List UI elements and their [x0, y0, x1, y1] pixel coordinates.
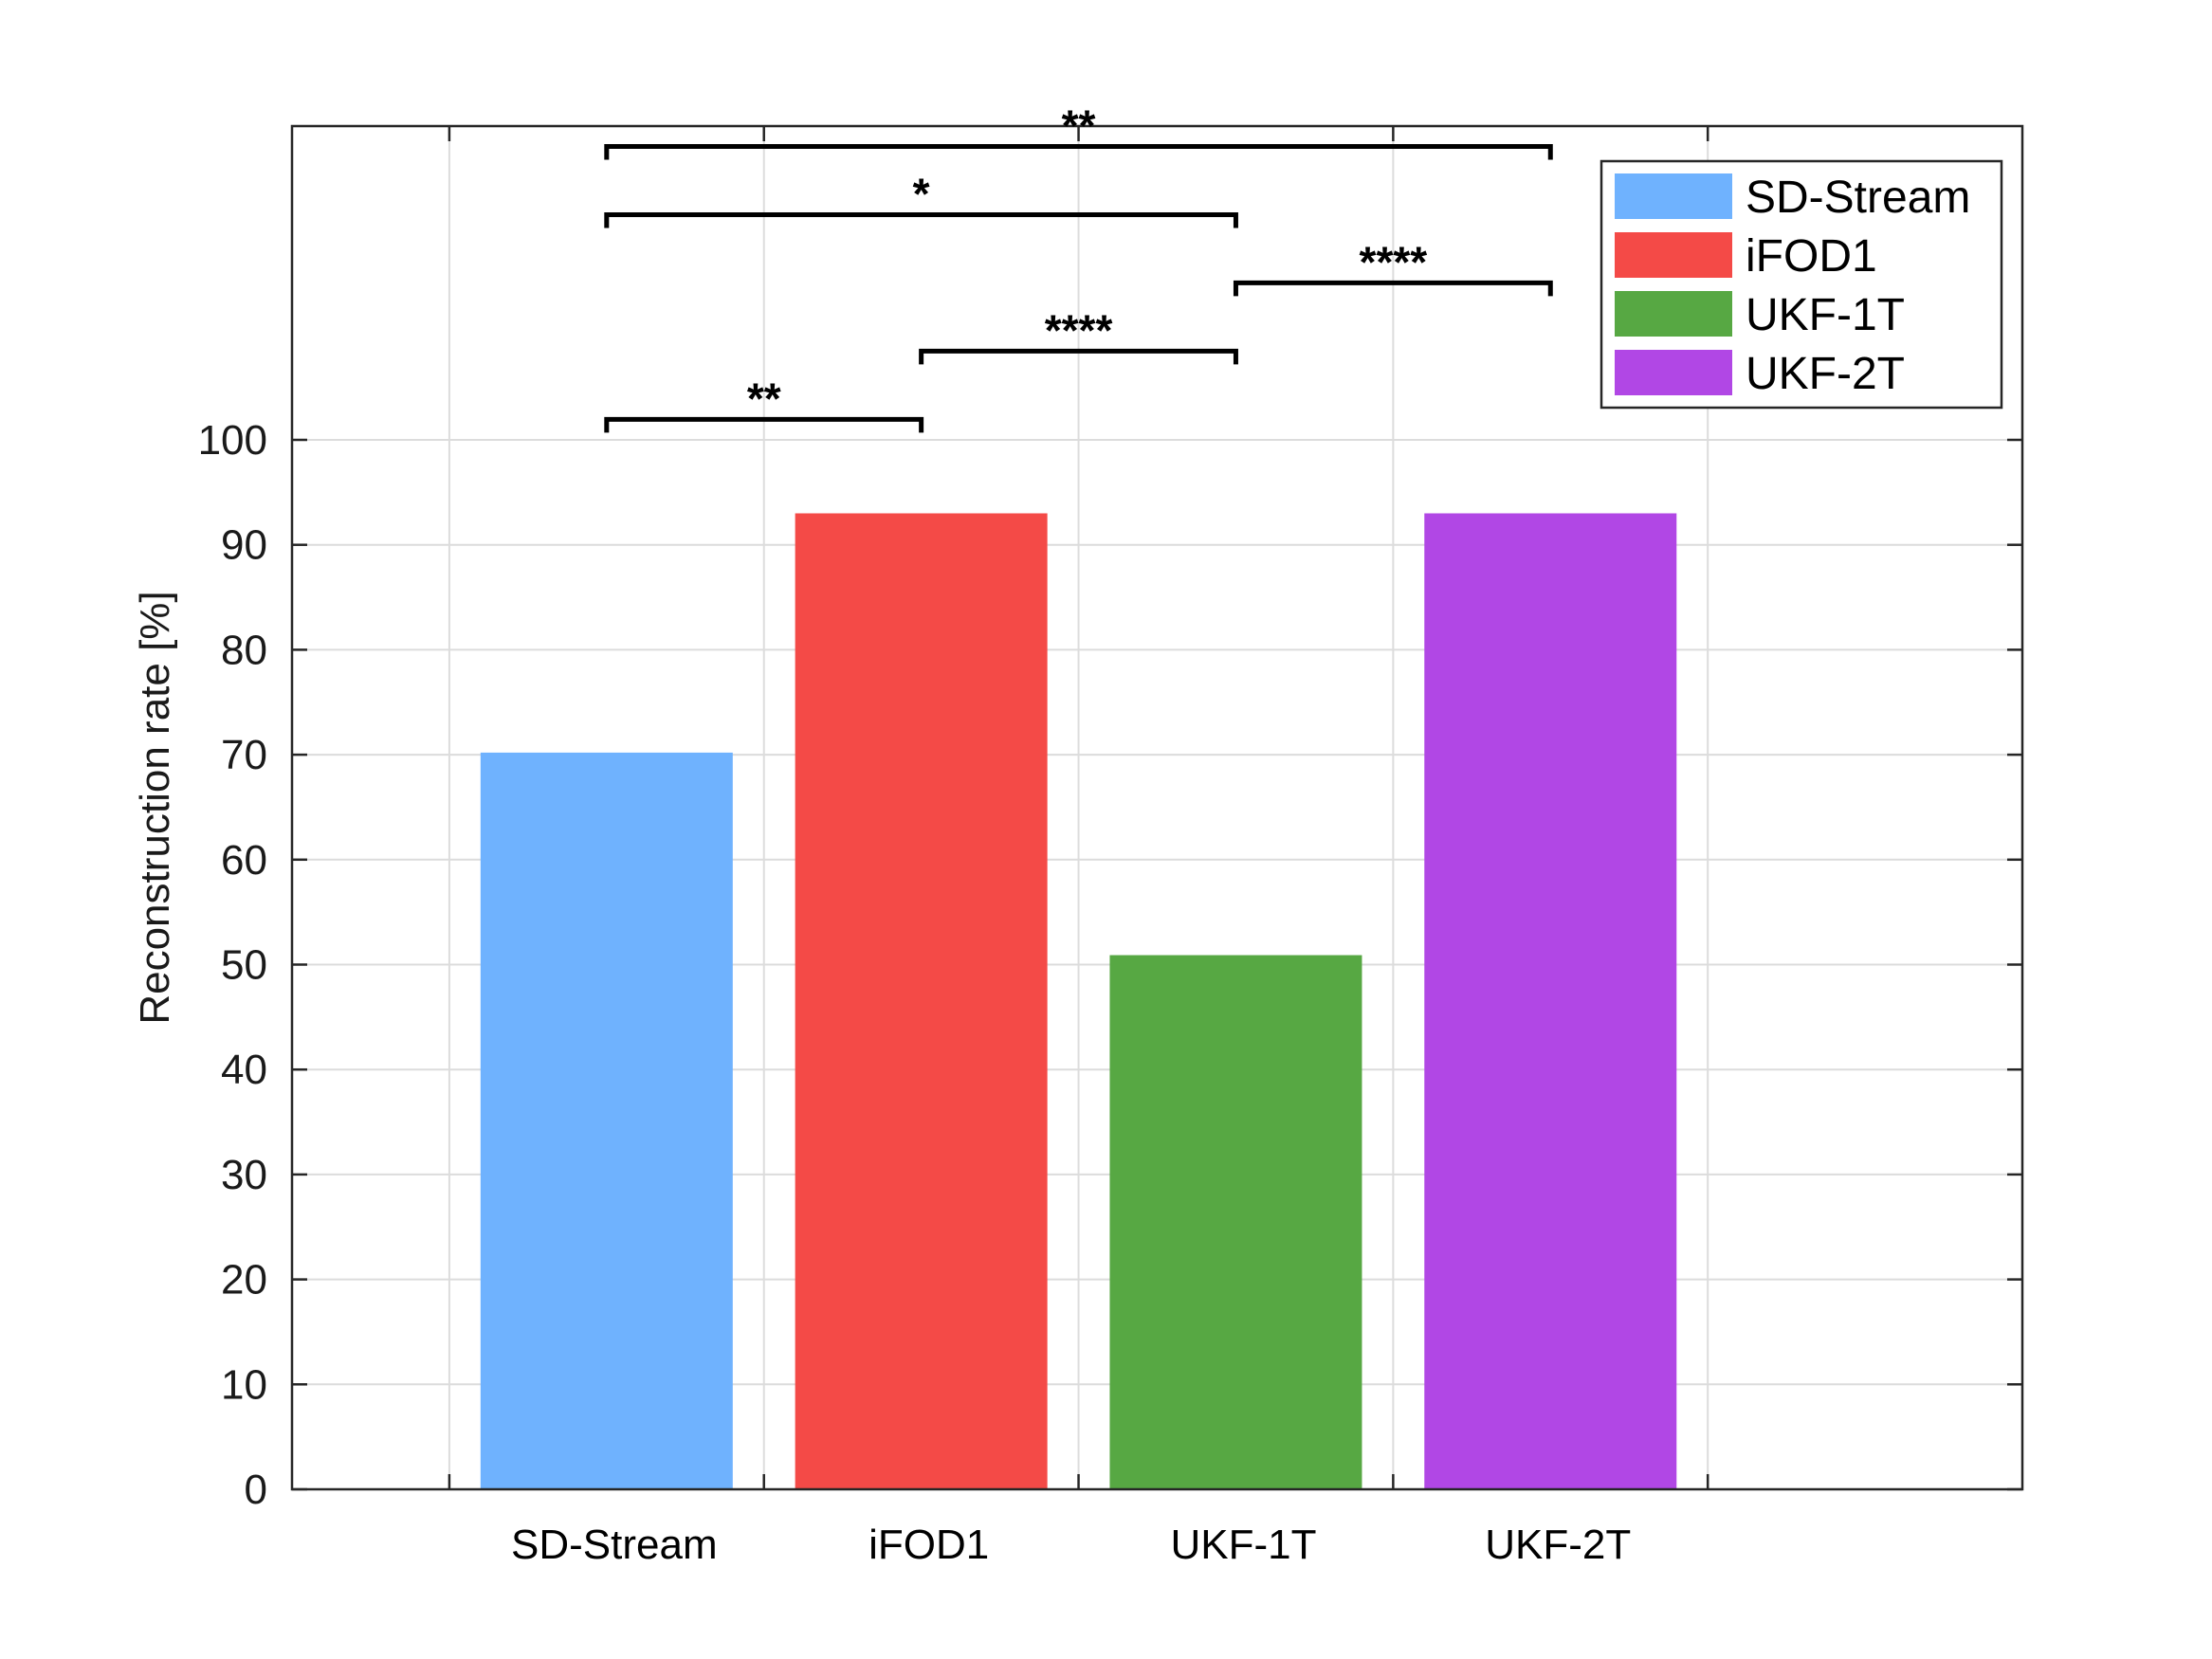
y-tick-label: 10	[221, 1361, 267, 1408]
significance-brackets: *************	[604, 101, 1553, 433]
legend-swatch	[1615, 291, 1732, 337]
significance-bracket	[1233, 280, 1553, 297]
significance-bracket	[604, 416, 924, 433]
legend-swatch	[1615, 173, 1732, 219]
significance-bracket	[919, 348, 1238, 365]
y-tick-label: 70	[221, 732, 267, 778]
axis-ticks: 0 10 20 30 40 50 60 70 80 90 100 SD-Stream iFOD1 UKF-…	[198, 126, 2022, 1568]
legend-label: iFOD1	[1746, 231, 1877, 282]
legend: SD-Stream iFOD1 UKF-1T UKF-2T	[1600, 159, 2003, 410]
y-tick-label: 90	[221, 522, 267, 569]
y-tick-label: 100	[198, 417, 267, 464]
legend-swatch	[1615, 350, 1732, 395]
legend-swatch	[1615, 232, 1732, 278]
y-tick-label: 0	[245, 1467, 267, 1513]
x-tick-label: UKF-1T	[1170, 1522, 1316, 1568]
y-tick-label: 20	[221, 1257, 267, 1304]
legend-label: UKF-2T	[1746, 349, 1905, 399]
legend-label: SD-Stream	[1746, 173, 1970, 223]
y-tick-label: 60	[221, 837, 267, 884]
y-tick-label: 80	[221, 627, 267, 673]
y-tick-label: 50	[221, 942, 267, 989]
bar-ukf-1t	[1109, 955, 1362, 1489]
significance-label: ****	[1045, 305, 1113, 355]
significance-bracket	[604, 211, 1238, 228]
bar-ukf-2t	[1424, 513, 1677, 1489]
x-tick-label: SD-Stream	[511, 1522, 718, 1568]
y-tick-label: 40	[221, 1047, 267, 1093]
significance-label: *	[913, 169, 930, 218]
bars	[480, 513, 1677, 1489]
significance-label: ****	[1360, 237, 1428, 286]
x-tick-label: iFOD1	[868, 1522, 989, 1568]
bar-ifod1	[795, 513, 1048, 1489]
x-tick-label: UKF-2T	[1485, 1522, 1631, 1568]
bar-sd-stream	[480, 752, 733, 1489]
y-axis-label: Reconstruction rate [%]	[132, 591, 178, 1024]
significance-bracket	[604, 144, 1553, 160]
plot-area-frame	[290, 124, 2024, 1491]
y-tick-label: 30	[221, 1152, 267, 1198]
significance-label: **	[747, 374, 781, 423]
legend-label: UKF-1T	[1746, 290, 1905, 340]
significance-label: **	[1062, 101, 1096, 151]
